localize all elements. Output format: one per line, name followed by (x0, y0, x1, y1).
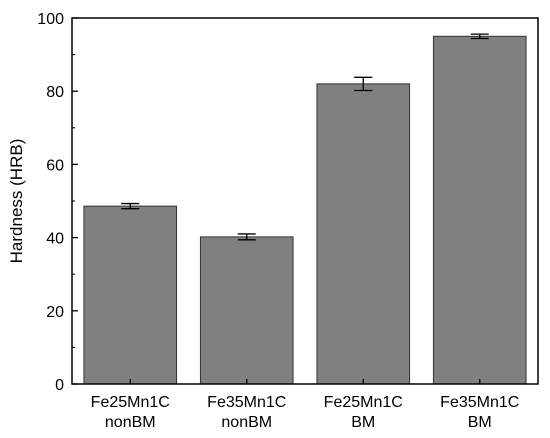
x-tick-label-line-1-1: Fe25Mn1C (91, 394, 170, 411)
y-axis-label: Hardness (HRB) (7, 139, 26, 264)
x-tick-label-line-1-2: nonBM (105, 414, 156, 431)
error-bars-layer (121, 33, 489, 241)
bar-1 (83, 205, 178, 385)
x-tick-label-3: Fe25Mn1C BM (324, 394, 403, 431)
y-tick-label-3: 40 (46, 231, 64, 248)
x-tick-label-line-4-2: BM (468, 414, 492, 431)
bar-3 (316, 83, 411, 385)
x-tick-label-2: Fe35Mn1C nonBM (207, 394, 286, 431)
x-tick-label-line-4-1: Fe35Mn1C (440, 394, 519, 411)
bar-4 (432, 35, 527, 385)
y-tick-label-5: 80 (46, 84, 64, 101)
x-tick-label-line-2-1: Fe35Mn1C (207, 394, 286, 411)
bar-2 (199, 236, 294, 385)
y-tick-label-6: 100 (37, 11, 64, 28)
x-tick-label-line-2-2: nonBM (221, 414, 272, 431)
x-tick-label-4: Fe35Mn1C BM (440, 394, 519, 431)
x-tick-label-line-3-1: Fe25Mn1C (324, 394, 403, 411)
x-tick-label-1: Fe25Mn1C nonBM (91, 394, 170, 431)
x-tick-label-line-3-2: BM (351, 414, 375, 431)
y-tick-label-2: 20 (46, 304, 64, 321)
y-axis-ticks: 0 20 40 60 80 100 (37, 11, 78, 394)
bars-layer (83, 35, 527, 385)
y-tick-label-1: 0 (55, 377, 64, 394)
y-tick-label-4: 60 (46, 157, 64, 174)
